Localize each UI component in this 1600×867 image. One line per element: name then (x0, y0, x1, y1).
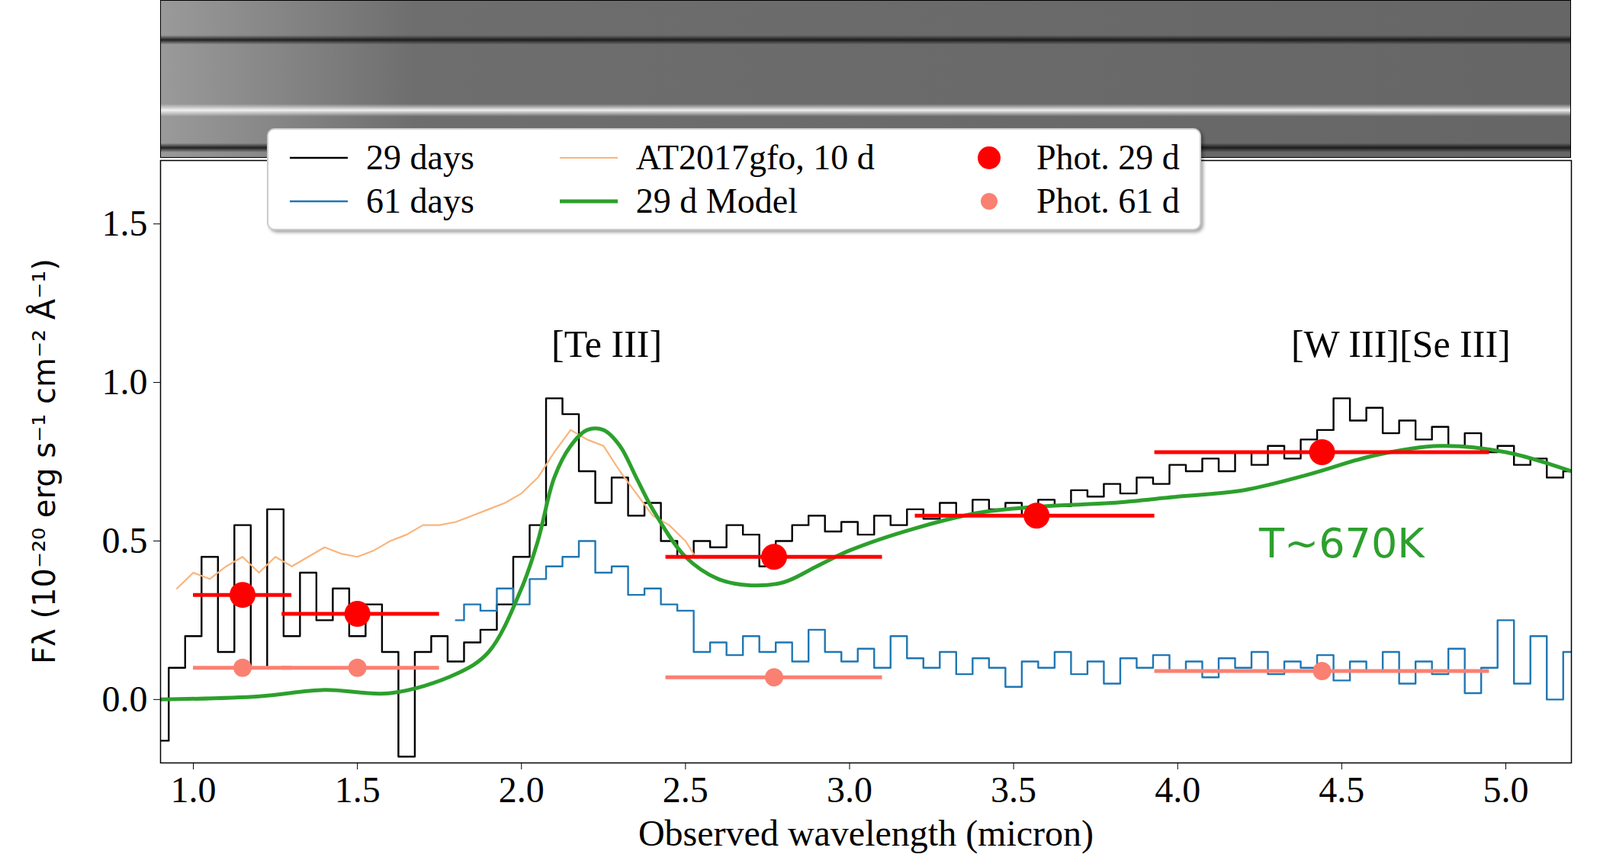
svg-text:[Te III]: [Te III] (551, 322, 662, 366)
svg-text:3.5: 3.5 (990, 769, 1037, 810)
svg-text:2.0: 2.0 (498, 769, 545, 810)
svg-text:1.5: 1.5 (102, 202, 148, 244)
svg-text:3.0: 3.0 (826, 769, 873, 810)
svg-text:1.5: 1.5 (334, 769, 381, 810)
svg-text:Observed wavelength (micron): Observed wavelength (micron) (638, 812, 1094, 855)
svg-text:T~670K: T~670K (1258, 519, 1426, 568)
svg-text:[W III][Se III]: [W III][Se III] (1291, 322, 1511, 366)
svg-text:1.0: 1.0 (102, 361, 148, 402)
html-text:Phot. 61 d: Phot. 61 d (1036, 181, 1180, 221)
svg-text:5.0: 5.0 (1482, 769, 1529, 810)
html-text:AT2017gfo, 10 d: AT2017gfo, 10 d (635, 138, 875, 177)
svg-text:1.0: 1.0 (170, 769, 217, 810)
svg-text:2.5: 2.5 (662, 769, 709, 810)
html-text:29 days: 29 days (366, 138, 475, 177)
svg-text:4.5: 4.5 (1318, 769, 1365, 810)
html-text:61 days: 61 days (366, 181, 475, 221)
html-text:Fλ (10⁻²⁰ erg s⁻¹ cm⁻² Å⁻¹): Fλ (10⁻²⁰ erg s⁻¹ cm⁻² Å⁻¹) (26, 258, 62, 665)
svg-text:0.0: 0.0 (102, 678, 148, 720)
svg-text:4.0: 4.0 (1154, 769, 1201, 810)
html-text:29 d Model: 29 d Model (635, 181, 798, 221)
html-text:Phot. 29 d: Phot. 29 d (1036, 138, 1180, 177)
svg-text:0.5: 0.5 (102, 520, 148, 561)
